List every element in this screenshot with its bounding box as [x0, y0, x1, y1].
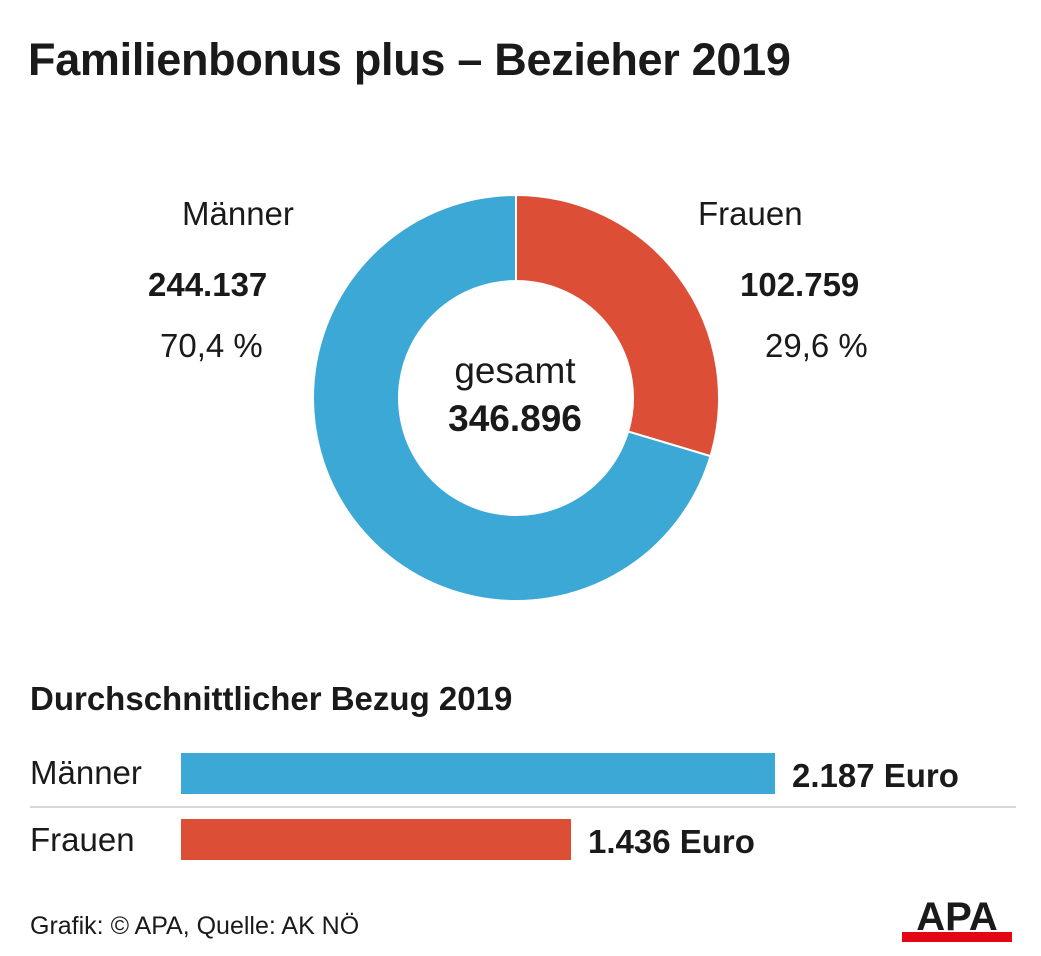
bar-chart [181, 753, 775, 860]
bar-maenner [181, 753, 775, 794]
donut-center-value: 346.896 [448, 398, 582, 439]
donut-value-maenner: 244.137 [148, 266, 268, 303]
donut-label-frauen: Frauen [698, 195, 803, 232]
donut-slice-frauen [515, 193, 720, 458]
bar-value-maenner: 2.187 Euro [792, 757, 959, 794]
bar-label-frauen: Frauen [30, 821, 135, 858]
apa-logo: APA [902, 896, 1012, 942]
bar-label-maenner: Männer [30, 754, 142, 791]
donut-value-frauen: 102.759 [740, 266, 860, 303]
donut-percent-frauen: 29,6 % [765, 327, 868, 364]
bar-chart-title: Durchschnittlicher Bezug 2019 [30, 680, 513, 717]
donut-slice-maenner [312, 193, 712, 602]
donut-label-maenner: Männer [182, 195, 294, 232]
svg-text:APA: APA [916, 896, 997, 939]
bar-value-frauen: 1.436 Euro [588, 823, 755, 860]
bar-frauen [181, 819, 572, 860]
donut-chart [312, 193, 720, 602]
row-divider [30, 806, 1016, 808]
donut-percent-maenner: 70,4 % [160, 327, 263, 364]
donut-center-label: gesamt [454, 350, 576, 391]
source-note: Grafik: © APA, Quelle: AK NÖ [30, 912, 360, 940]
chart-title: Familienbonus plus – Bezieher 2019 [28, 34, 791, 85]
